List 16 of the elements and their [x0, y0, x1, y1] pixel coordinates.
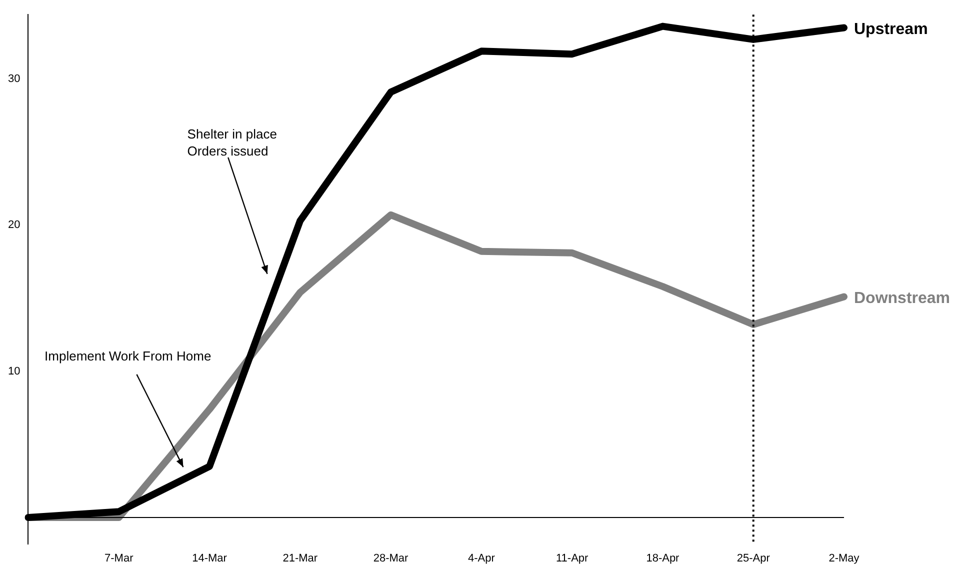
series-label: Upstream [854, 21, 928, 38]
y-tick-label: 10 [8, 365, 20, 378]
x-tick-label: 14-Mar [192, 552, 228, 564]
x-tick-label: 2-May [828, 552, 860, 564]
annotation: Implement Work From Home [44, 348, 212, 364]
x-tick-label: 11-Apr [556, 552, 589, 564]
annotation: Shelter in place Orders issued [187, 126, 277, 158]
x-tick-label: 7-Mar [104, 552, 134, 564]
x-tick-label: 25-Apr [736, 552, 770, 564]
series-label: Downstream [854, 290, 950, 308]
y-tick-label: 30 [8, 72, 20, 85]
x-tick-label: 21-Mar [282, 552, 318, 564]
x-tick-label: 18-Apr [646, 552, 680, 564]
y-tick-label: 20 [8, 219, 20, 232]
x-tick-label: 28-Mar [373, 552, 409, 564]
x-tick-label: 4-Apr [468, 552, 496, 564]
